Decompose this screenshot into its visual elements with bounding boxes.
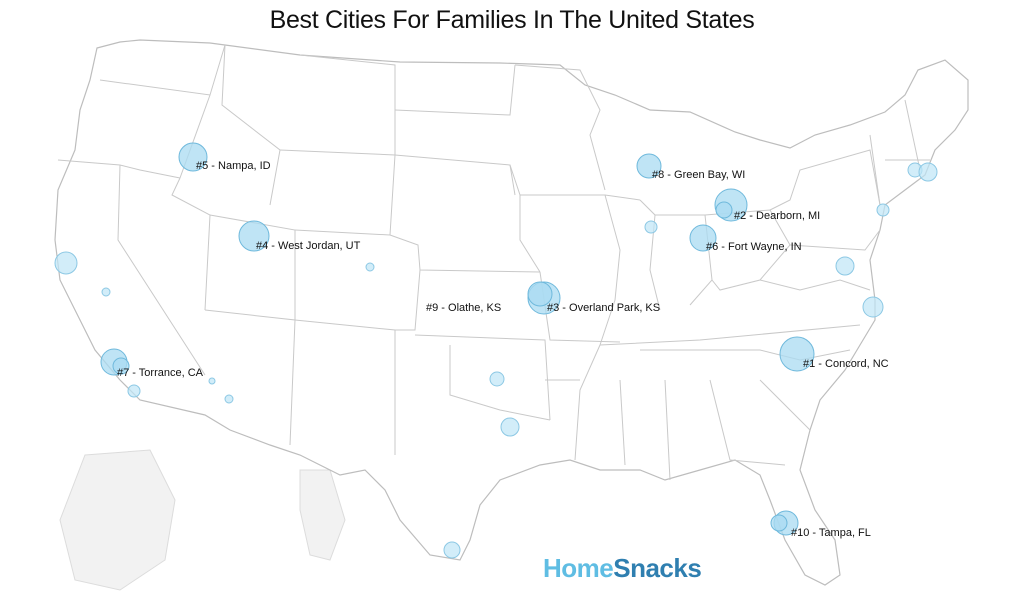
minor-city-bubble [918, 162, 938, 182]
label-green-bay: #8 - Green Bay, WI [652, 169, 745, 181]
map-title: Best Cities For Families In The United S… [269, 6, 755, 34]
minor-city-bubble [876, 203, 890, 217]
bubble-concord [779, 336, 815, 372]
minor-bubbles [54, 162, 938, 559]
bubble-olathe [527, 281, 553, 307]
minor-city-bubble [644, 220, 658, 234]
minor-city-bubble [101, 287, 111, 297]
bubble-tampa-secondary [770, 514, 788, 532]
homesnacks-logo: HomeSnacks [543, 553, 702, 584]
background-land [59, 449, 346, 591]
bubble-green-bay [636, 153, 662, 179]
bubble-torrance-secondary [112, 357, 130, 375]
bubble-nampa [178, 142, 208, 172]
minor-city-bubble [224, 394, 234, 404]
minor-city-bubble [500, 417, 520, 437]
label-overland-park: #3 - Overland Park, KS [547, 302, 660, 314]
bubble-fort-wayne [689, 224, 717, 252]
ranked-bubbles [100, 142, 815, 536]
label-concord: #1 - Concord, NC [803, 358, 889, 370]
label-olathe: #9 - Olathe, KS [426, 302, 501, 314]
bubble-west-jordan [238, 220, 270, 252]
logo-part-snacks: Snacks [613, 553, 702, 583]
label-west-jordan: #4 - West Jordan, UT [256, 240, 361, 252]
minor-city-bubble [365, 262, 375, 272]
minor-city-bubble [862, 296, 884, 318]
logo-part-home: Home [543, 553, 614, 583]
minor-city-bubble [54, 251, 78, 275]
minor-city-bubble [489, 371, 505, 387]
label-nampa: #5 - Nampa, ID [196, 160, 271, 172]
label-dearborn: #2 - Dearborn, MI [734, 210, 820, 222]
label-fort-wayne: #6 - Fort Wayne, IN [706, 241, 802, 253]
state-borders [57, 44, 930, 481]
minor-city-bubble [208, 377, 216, 385]
us-outline [54, 39, 969, 586]
minor-city-bubble [127, 384, 141, 398]
city-labels: #1 - Concord, NC #2 - Dearborn, MI #3 - … [117, 160, 889, 539]
minor-city-bubble [835, 256, 855, 276]
bubble-dearborn-secondary [715, 201, 733, 219]
minor-city-bubble [443, 541, 461, 559]
label-tampa: #10 - Tampa, FL [791, 527, 871, 539]
label-torrance: #7 - Torrance, CA [117, 367, 204, 379]
